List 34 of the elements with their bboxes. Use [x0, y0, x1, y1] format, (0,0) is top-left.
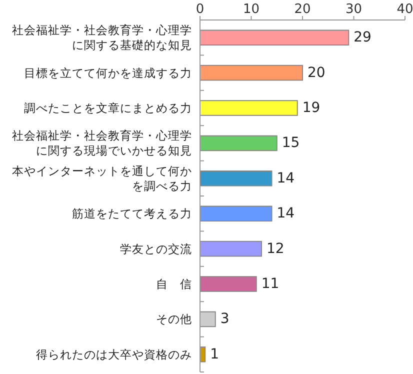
y-tick-label: 自 信	[156, 277, 192, 291]
data-label: 15	[282, 135, 300, 152]
bar	[200, 311, 216, 328]
bar	[200, 135, 278, 152]
data-label: 12	[266, 240, 284, 257]
x-tick-label: 10	[242, 2, 260, 17]
data-label: 14	[276, 170, 295, 186]
bar	[200, 276, 257, 292]
bar	[200, 170, 272, 186]
data-label: 19	[302, 100, 320, 116]
x-tick-label: 0	[196, 2, 204, 17]
y-tick-label: 調べたことを文章にまとめる力	[24, 101, 192, 115]
y-tick-label: 筋道をたてて考える力	[72, 206, 192, 221]
x-tick-label: 30	[345, 2, 362, 17]
bar	[200, 240, 262, 257]
y-tick-label: 本やインターネットを通して何かを調べる力	[12, 164, 192, 193]
x-tick-label: 40	[396, 2, 413, 17]
data-label: 3	[220, 311, 230, 328]
bar	[200, 64, 303, 81]
y-tick-label: 社会福祉学・社会教育学・心理学に関する現場でいかせる知見	[12, 128, 192, 158]
y-tick-label: 目標を立てて何かを達成する力	[24, 66, 192, 80]
y-tick-label: その他	[156, 312, 192, 326]
data-label: 11	[261, 276, 280, 292]
data-label: 29	[354, 30, 372, 46]
bar	[200, 206, 272, 222]
data-label: 1	[210, 346, 220, 362]
y-tick-label: 得られたのは大卒や資格のみ	[36, 347, 192, 362]
x-tick-label: 20	[294, 2, 311, 17]
bar	[200, 30, 350, 46]
y-tick-label: 社会福祉学・社会教育学・心理学に関する基礎的な知見	[12, 23, 192, 52]
bar	[200, 100, 298, 116]
data-label: 20	[308, 64, 326, 81]
y-tick-label: 学友との交流	[120, 242, 192, 256]
data-label: 14	[276, 206, 295, 222]
